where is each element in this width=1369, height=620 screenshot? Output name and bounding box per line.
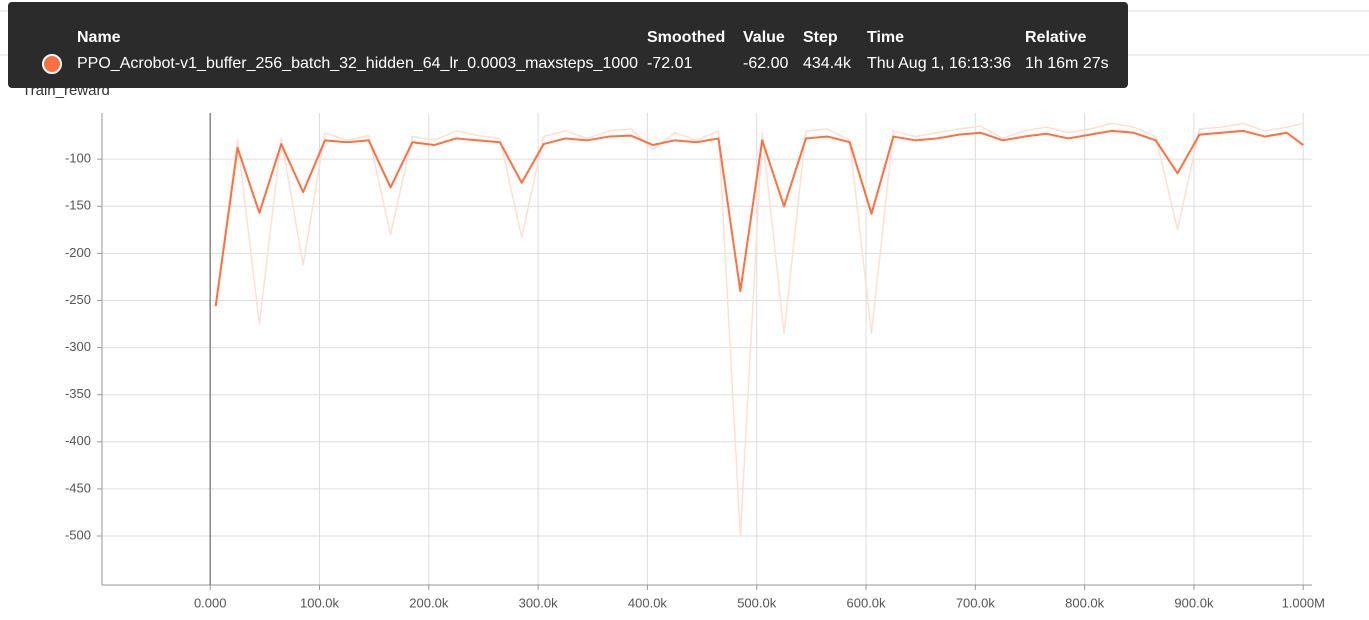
x-tick-label: 500.0k [737, 595, 777, 610]
x-tick-label: 400.0k [628, 595, 668, 610]
y-tick-label: -450 [65, 480, 91, 495]
x-tick-label: 1.000M [1282, 595, 1325, 610]
tooltip: Name Smoothed Value Step Time Relative P… [8, 2, 1128, 88]
y-tick-label: -350 [65, 386, 91, 401]
tooltip-cell: -62.00 [743, 55, 788, 72]
tooltip-cell: Thu Aug 1, 16:13:36 [867, 55, 1011, 72]
tooltip-box [8, 2, 1128, 88]
tooltip-header: Smoothed [647, 29, 725, 46]
series-line [214, 122, 1304, 537]
x-tick-label: 200.0k [409, 595, 449, 610]
x-tick-label: 0.000 [194, 595, 227, 610]
y-tick-label: -250 [65, 292, 91, 307]
tooltip-cell: 434.4k [803, 55, 852, 72]
x-tick-label: 100.0k [300, 595, 340, 610]
legend-entry: PPO_Acrobot-v1_buffer_256_batch_32_hidde… [77, 55, 638, 72]
tooltip-header: Time [867, 29, 904, 46]
tooltip-header: Name [77, 29, 121, 46]
y-tick-label: -100 [65, 151, 91, 166]
plot: -500 -450 -400 -350 -300 -250 -200 -150 -100 0.00… [65, 113, 1325, 610]
series-line [214, 129, 1304, 307]
y-tick-label: -200 [65, 245, 91, 260]
x-tick-label: 900.0k [1174, 595, 1214, 610]
legend-swatch [42, 54, 62, 74]
x-tick-label: 700.0k [956, 595, 996, 610]
y-tick-label: -300 [65, 339, 91, 354]
tooltip-header: Step [803, 29, 838, 46]
x-tick-label: 300.0k [519, 595, 559, 610]
x-tick-label: 800.0k [1065, 595, 1105, 610]
tooltip-cell: -72.01 [647, 55, 692, 72]
tooltip-header: Value [743, 29, 785, 46]
tooltip-cell: 1h 16m 27s [1025, 55, 1109, 72]
tooltip-header: Relative [1025, 29, 1086, 46]
x-tick-label: 600.0k [847, 595, 887, 610]
y-tick-label: -150 [65, 198, 91, 213]
y-tick-label: -400 [65, 433, 91, 448]
y-tick-label: -500 [65, 527, 91, 542]
